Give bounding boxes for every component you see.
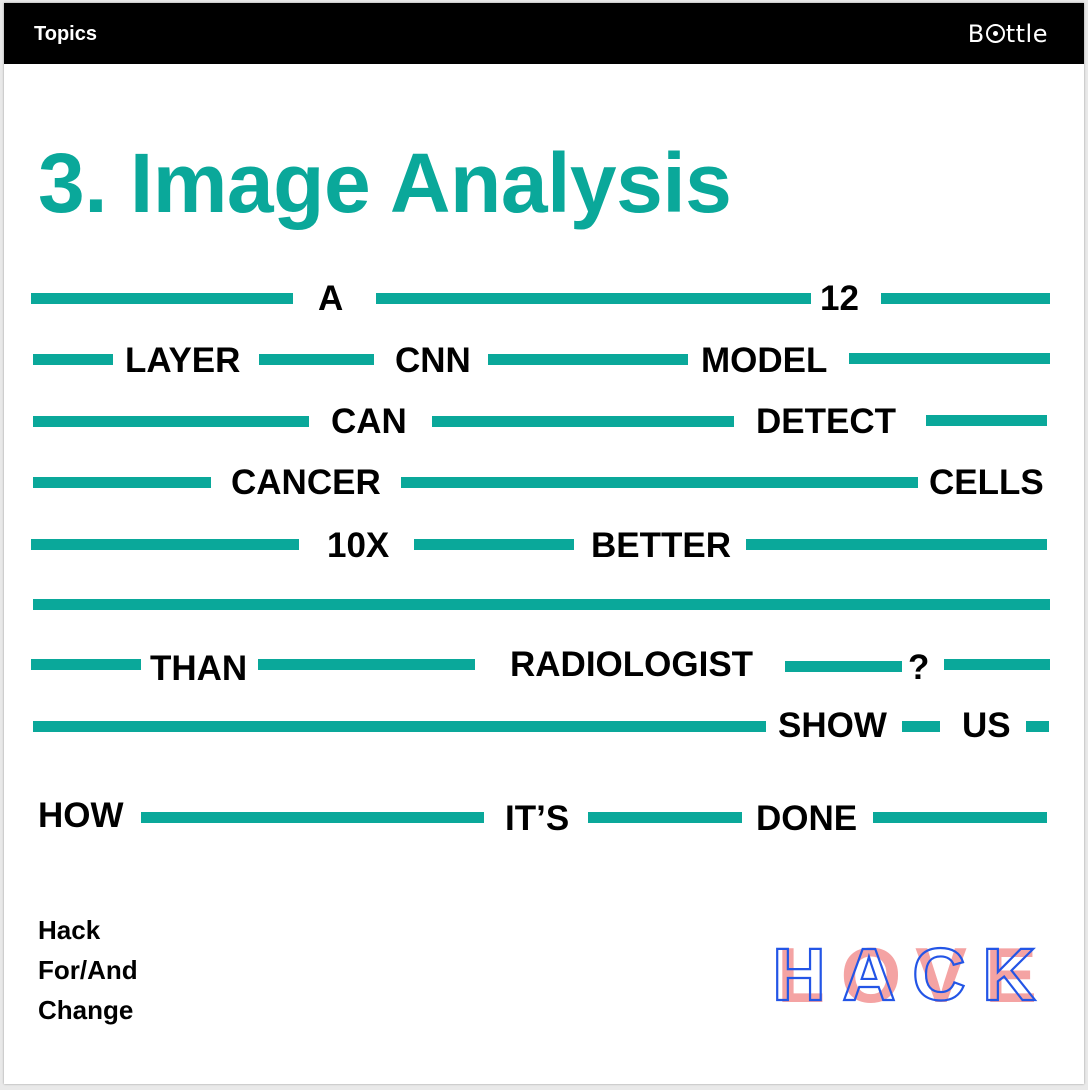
word-model: MODEL bbox=[701, 341, 828, 380]
divider-bar bbox=[944, 659, 1050, 670]
logo-front-letter: A bbox=[842, 933, 895, 1008]
divider-bar bbox=[1026, 721, 1049, 732]
divider-bar bbox=[926, 415, 1047, 426]
brand-suffix: ttle bbox=[1005, 20, 1048, 48]
word-layer: LAYER bbox=[125, 341, 241, 380]
word-better: BETTER bbox=[591, 526, 731, 565]
logo-front-letter: C bbox=[912, 933, 965, 1008]
page-title: 3. Image Analysis bbox=[38, 136, 732, 230]
word-detect: DETECT bbox=[756, 402, 896, 441]
brand-prefix: B bbox=[967, 20, 985, 48]
word-radiologist: RADIOLOGIST bbox=[510, 645, 754, 684]
word-can: CAN bbox=[331, 402, 407, 441]
word-cancer: CANCER bbox=[231, 463, 381, 502]
logo-back-letter: O bbox=[841, 931, 902, 1008]
word-question-mark: ? bbox=[908, 648, 930, 687]
divider-bar bbox=[401, 477, 918, 488]
divider-bar bbox=[785, 661, 902, 672]
topics-link[interactable]: Topics bbox=[34, 23, 97, 45]
divider-bar bbox=[849, 353, 1050, 364]
divider-bar bbox=[33, 416, 309, 427]
divider-bar bbox=[902, 721, 940, 732]
divider-bar bbox=[33, 599, 1050, 610]
footer-line-3: Change bbox=[38, 995, 134, 1025]
divider-bar bbox=[259, 354, 374, 365]
word-a: A bbox=[318, 279, 344, 318]
logo-front-letter: K bbox=[982, 933, 1035, 1008]
word-cnn: CNN bbox=[395, 341, 471, 380]
divider-bar bbox=[488, 354, 688, 365]
divider-bar bbox=[33, 721, 766, 732]
divider-bar bbox=[432, 416, 734, 427]
footer-line-1: Hack bbox=[38, 915, 101, 945]
divider-bar bbox=[33, 477, 211, 488]
logo-back-letter: E bbox=[985, 931, 1037, 1008]
divider-bar bbox=[31, 659, 141, 670]
divider-bar bbox=[414, 539, 574, 550]
footer-line-2: For/And bbox=[38, 955, 138, 985]
word-us: US bbox=[962, 706, 1011, 745]
divider-bar bbox=[31, 539, 299, 550]
divider-bar bbox=[873, 812, 1047, 823]
word-cells: CELLS bbox=[929, 463, 1044, 502]
divider-bar bbox=[31, 293, 293, 304]
divider-bar bbox=[376, 293, 811, 304]
logo-front-letter: H bbox=[772, 933, 825, 1008]
divider-bar bbox=[141, 812, 484, 823]
word-how: HOW bbox=[38, 796, 124, 835]
divider-bar bbox=[33, 354, 113, 365]
divider-bar bbox=[881, 293, 1050, 304]
word-done: DONE bbox=[756, 799, 858, 838]
logo-back-letter: L bbox=[777, 931, 825, 1008]
word-show: SHOW bbox=[778, 706, 887, 745]
word-10x: 10X bbox=[327, 526, 390, 565]
word-its: IT’S bbox=[505, 799, 570, 838]
logo-back-letter: V bbox=[915, 931, 967, 1008]
divider-bar bbox=[258, 659, 475, 670]
word-than: THAN bbox=[150, 649, 248, 688]
brand-o-icon bbox=[985, 24, 1005, 43]
divider-bar bbox=[588, 812, 742, 823]
word-12: 12 bbox=[820, 279, 859, 318]
divider-bar bbox=[746, 539, 1047, 550]
